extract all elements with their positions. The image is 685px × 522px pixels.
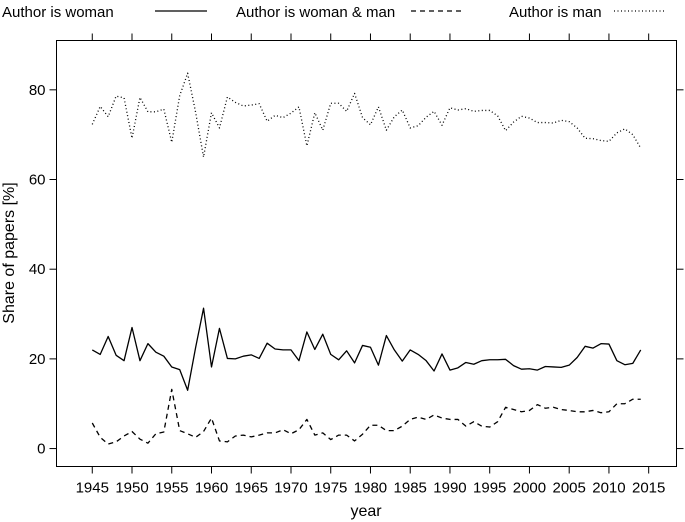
series-line-0: [91, 307, 642, 391]
x-tick-label: 2010: [592, 480, 625, 497]
y-tick-label: 60: [29, 172, 46, 189]
series-line-1: [91, 388, 641, 445]
plot-frame: [56, 40, 677, 467]
x-tick-label: 1970: [274, 480, 307, 497]
y-tick-label: 40: [29, 261, 46, 278]
x-tick-label: 1945: [76, 480, 109, 497]
x-tick-label: 1990: [433, 480, 466, 497]
x-tick-label: 1985: [394, 480, 427, 497]
x-tick-label: 1965: [235, 480, 268, 497]
y-axis-label: Share of papers [%]: [1, 182, 18, 323]
x-tick-label: 1960: [195, 480, 228, 497]
series-layer: [91, 72, 642, 445]
x-tick-label: 1975: [314, 480, 347, 497]
x-axis-ticks: 1945 1950 1955 1960 1965 1970 1975 1980 1985 1990…: [76, 33, 665, 497]
legend-label-man: Author is man: [509, 4, 602, 21]
series-line-2: [91, 72, 642, 158]
x-tick-label: 2015: [632, 480, 665, 497]
legend-label-woman-man: Author is woman & man: [236, 4, 395, 21]
x-tick-label: 1950: [115, 480, 148, 497]
y-tick-label: 20: [29, 351, 46, 368]
x-tick-label: 2000: [513, 480, 546, 497]
y-axis-ticks: 0 20 40 60 80: [29, 82, 684, 458]
legend-label-woman: Author is woman: [2, 4, 114, 21]
x-tick-label: 1955: [155, 480, 188, 497]
legend: Author is woman Author is woman & man Au…: [2, 4, 665, 21]
x-tick-label: 2005: [553, 480, 586, 497]
x-tick-label: 1995: [473, 480, 506, 497]
x-tick-label: 1980: [354, 480, 387, 497]
x-axis-label: year: [350, 503, 382, 520]
y-tick-label: 0: [37, 441, 45, 458]
y-tick-label: 80: [29, 82, 46, 99]
